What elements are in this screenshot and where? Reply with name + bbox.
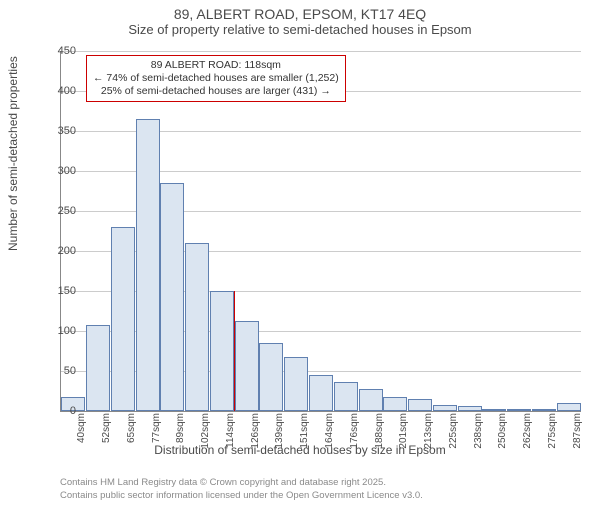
x-tick-label: 250sqm [497,413,508,457]
footer-line2: Contains public sector information licen… [60,490,423,502]
histogram-bar [482,409,506,411]
x-tick-label: 213sqm [423,413,434,457]
page-subtitle: Size of property relative to semi-detach… [0,22,600,37]
x-tick-label: 52sqm [101,413,112,457]
x-tick-label: 40sqm [76,413,87,457]
histogram-bar [507,409,531,411]
marker-line [234,291,235,411]
histogram-bar [408,399,432,411]
histogram-bar [86,325,110,411]
histogram-bar [359,389,383,411]
x-tick-label: 139sqm [274,413,285,457]
x-tick-label: 102sqm [200,413,211,457]
y-axis-label: Number of semi-detached properties [6,56,20,251]
y-tick-label: 400 [46,85,76,97]
x-tick-label: 201sqm [398,413,409,457]
histogram-bar [185,243,209,411]
y-tick-label: 50 [46,365,76,377]
histogram-bar [458,406,482,411]
page-title: 89, ALBERT ROAD, EPSOM, KT17 4EQ [0,6,600,22]
x-tick-label: 89sqm [175,413,186,457]
footer-line1: Contains HM Land Registry data © Crown c… [60,477,423,489]
y-tick-label: 450 [46,45,76,57]
footer: Contains HM Land Registry data © Crown c… [60,477,423,502]
x-tick-label: 225sqm [448,413,459,457]
x-tick-label: 65sqm [126,413,137,457]
histogram-bar [309,375,333,411]
y-tick-label: 200 [46,245,76,257]
y-tick-label: 300 [46,165,76,177]
plot-area: 89 ALBERT ROAD: 118sqm ← 74% of semi-det… [60,51,581,412]
x-tick-label: 287sqm [572,413,583,457]
histogram-bar [210,291,234,411]
x-tick-label: 77sqm [151,413,162,457]
x-tick-label: 238sqm [473,413,484,457]
x-tick-label: 114sqm [225,413,236,457]
x-tick-label: 275sqm [547,413,558,457]
x-tick-label: 262sqm [522,413,533,457]
histogram-bar [111,227,135,411]
x-tick-label: 151sqm [299,413,310,457]
x-tick-label: 176sqm [349,413,360,457]
y-tick-label: 100 [46,325,76,337]
histogram-bar [160,183,184,411]
histogram-bar [136,119,160,411]
callout-box: 89 ALBERT ROAD: 118sqm ← 74% of semi-det… [86,55,346,102]
histogram-bar [235,321,259,411]
x-tick-label: 126sqm [250,413,261,457]
y-tick-label: 250 [46,205,76,217]
histogram-bar [334,382,358,411]
y-tick-label: 350 [46,125,76,137]
histogram-bar [532,409,556,411]
gridline [61,51,581,52]
histogram-bar [284,357,308,411]
histogram-bar [383,397,407,411]
x-tick-label: 164sqm [324,413,335,457]
callout-line2: ← 74% of semi-detached houses are smalle… [93,72,339,85]
y-tick-label: 150 [46,285,76,297]
histogram-bar [259,343,283,411]
callout-line1: 89 ALBERT ROAD: 118sqm [93,59,339,72]
y-tick-label: 0 [46,405,76,417]
histogram-bar [557,403,581,411]
chart-container: Number of semi-detached properties 89 AL… [0,41,600,471]
callout-line3: 25% of semi-detached houses are larger (… [93,85,339,98]
x-tick-label: 188sqm [374,413,385,457]
histogram-bar [433,405,457,411]
